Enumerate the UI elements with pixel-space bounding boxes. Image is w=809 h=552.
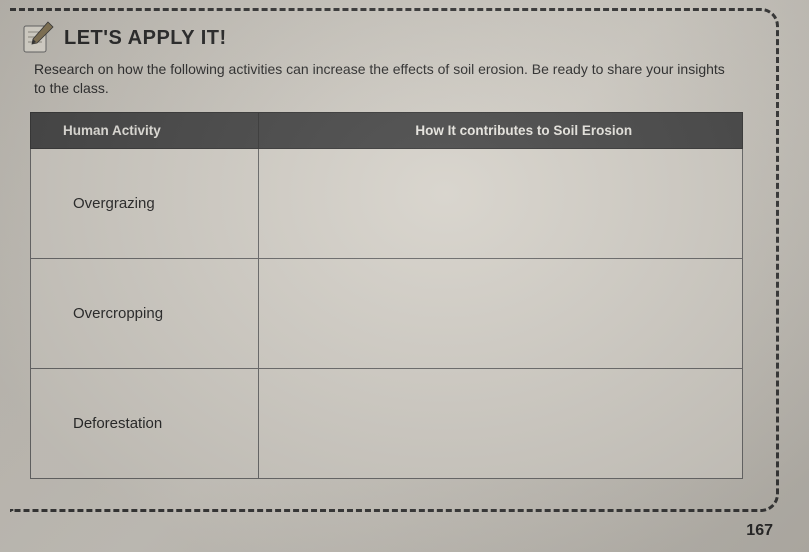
col-header-activity: Human Activity bbox=[31, 112, 259, 148]
table-header-row: Human Activity How It contributes to Soi… bbox=[31, 112, 743, 148]
activity-cell: Deforestation bbox=[31, 368, 259, 478]
activity-cell: Overcropping bbox=[31, 258, 259, 368]
contribution-cell[interactable] bbox=[258, 258, 742, 368]
table-row: Overgrazing bbox=[31, 148, 743, 258]
table-row: Overcropping bbox=[31, 258, 743, 368]
soil-erosion-table: Human Activity How It contributes to Soi… bbox=[30, 112, 743, 479]
worksheet-page: LET'S APPLY IT! Research on how the foll… bbox=[0, 0, 809, 552]
contribution-cell[interactable] bbox=[258, 148, 742, 258]
page-number: 167 bbox=[746, 522, 773, 540]
contribution-cell[interactable] bbox=[258, 368, 742, 478]
table-row: Deforestation bbox=[31, 368, 743, 478]
section-title: LET'S APPLY IT! bbox=[64, 27, 227, 50]
notepad-pencil-icon bbox=[20, 20, 56, 56]
instructions-text: Research on how the following activities… bbox=[34, 60, 739, 98]
section-header: LET'S APPLY IT! bbox=[20, 20, 779, 56]
col-header-contribution: How It contributes to Soil Erosion bbox=[258, 112, 742, 148]
activity-cell: Overgrazing bbox=[31, 148, 259, 258]
